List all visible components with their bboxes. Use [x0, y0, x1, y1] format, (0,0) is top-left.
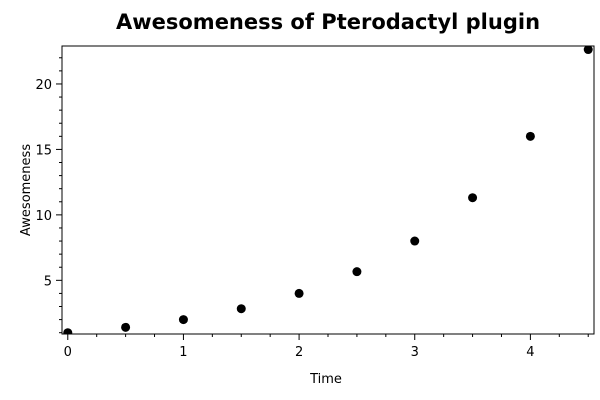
x-tick-label: 1: [179, 345, 187, 360]
y-tick-label: 20: [35, 78, 52, 93]
x-tick-label: 3: [411, 345, 419, 360]
chart-title: Awesomeness of Pterodactyl plugin: [115, 10, 541, 34]
plot-frame: [61, 45, 595, 335]
data-point: [178, 315, 188, 325]
data-point: [121, 322, 131, 332]
data-point: [468, 193, 478, 203]
data-point: [410, 236, 420, 246]
x-tick-label: 4: [526, 345, 534, 360]
y-tick-label: 10: [35, 209, 52, 224]
data-points: [63, 46, 593, 334]
x-axis-label: Time: [309, 372, 342, 387]
y-tick-label: 15: [35, 143, 52, 158]
data-point: [236, 304, 246, 314]
data-point: [352, 267, 362, 277]
data-point: [525, 131, 535, 141]
data-point: [63, 328, 73, 334]
y-axis-label: Awesomeness: [19, 144, 34, 236]
data-point: [583, 46, 593, 55]
x-tick-label: 2: [295, 345, 303, 360]
y-tick-label: 5: [44, 274, 52, 289]
data-point: [294, 288, 304, 298]
x-tick-label: 0: [64, 345, 72, 360]
